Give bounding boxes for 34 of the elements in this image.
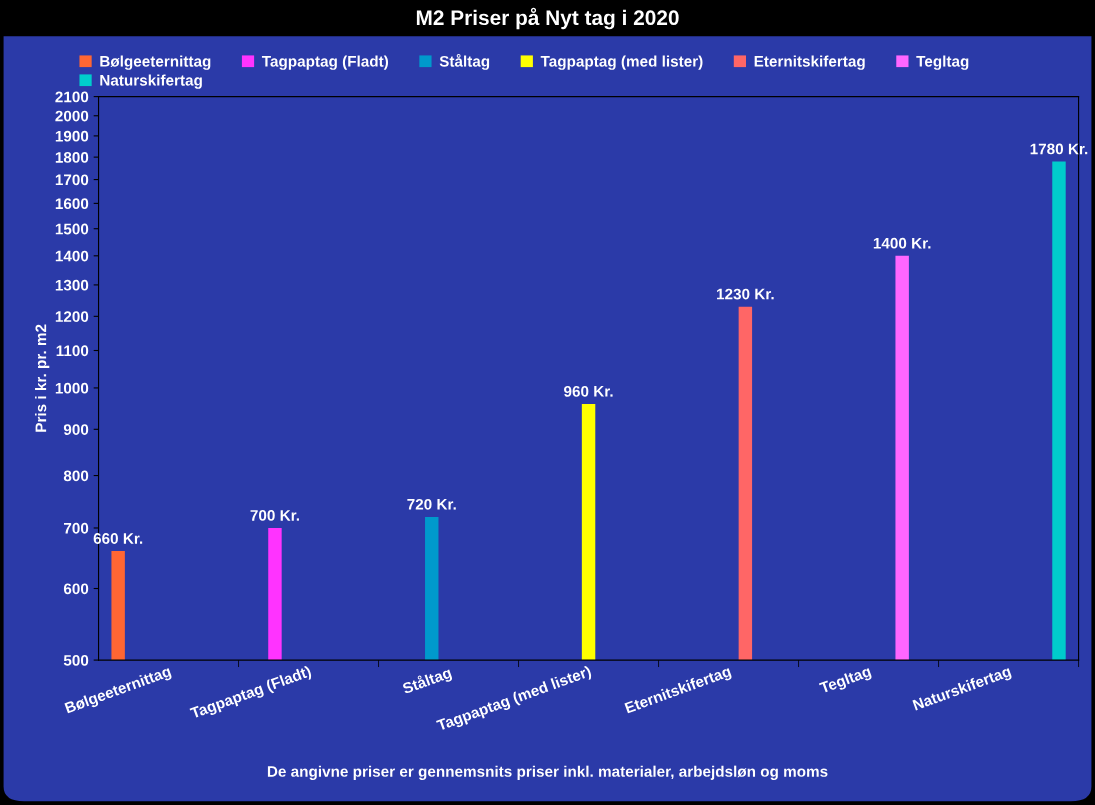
y-tick-label: 800 (63, 470, 89, 482)
y-tick-label: 1900 (55, 130, 89, 142)
y-tick-label: 1800 (55, 152, 89, 163)
y-tick-label: 1400 (55, 250, 89, 262)
y-tick-label: 1700 (55, 174, 89, 186)
legend-label: Bølgeeternittag (100, 55, 211, 70)
legend-label: Eternitskifertag (754, 55, 865, 70)
data-label: 700 Kr. (250, 509, 299, 521)
legend-label: Tagpaptag (Fladt) (261, 55, 389, 70)
text: De angivne priser er gennemsnits priser inkl. materialer, arbejdsløn og moms (267, 765, 828, 780)
legend-label: Naturskifertag (100, 74, 202, 89)
x-tick-label: Tegltag (818, 665, 873, 697)
y-tick-label: 700 (64, 522, 89, 534)
y-tick-label: 600 (63, 583, 89, 595)
y-tick-label: 1200 (55, 311, 89, 323)
legend-label: Tegltag (916, 55, 969, 70)
chart-title: M2 Priser på Nyt tag i 2020 (416, 7, 679, 30)
x-tick-label: Ståltag (401, 665, 454, 698)
y-axis-title: Pris i kr. pr. m2 (35, 324, 50, 432)
y-tick-label: 1500 (55, 223, 89, 235)
legend-label: Tagpaptag (med lister) (540, 55, 703, 70)
data-label: 720 Kr. (407, 498, 456, 510)
y-tick-label: 900 (63, 424, 89, 435)
legend-label: Ståltag (439, 54, 490, 70)
y-tick-label: 2100 (55, 91, 89, 103)
data-label: 960 Kr. (564, 385, 613, 397)
data-label: 1400 Kr. (873, 237, 931, 249)
y-tick-label: 1600 (55, 198, 89, 210)
y-tick-label: 1100 (56, 345, 89, 357)
y-tick-label: 2000 (55, 110, 89, 122)
data-label: 1230 Kr. (717, 288, 774, 300)
y-tick-label: 1300 (55, 279, 89, 291)
y-tick-label: 1000 (55, 382, 89, 394)
y-tick-label: 500 (63, 654, 89, 666)
